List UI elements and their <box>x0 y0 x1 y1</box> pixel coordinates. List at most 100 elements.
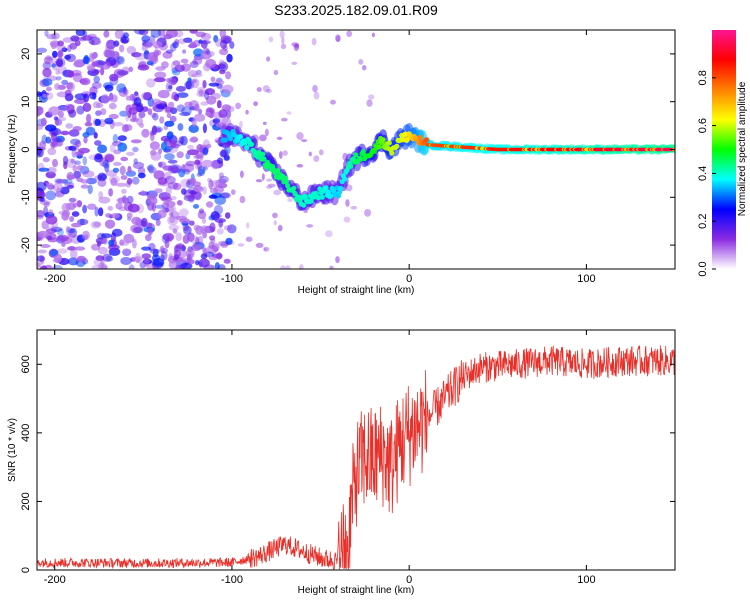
noise-speckle <box>299 264 304 269</box>
noise-speckle <box>74 140 82 148</box>
y-tick-label: 600 <box>20 355 32 373</box>
noise-speckle <box>76 150 85 156</box>
noise-speckle <box>68 197 77 203</box>
noise-speckle <box>153 171 159 177</box>
noise-speckle <box>268 36 274 43</box>
noise-speckle <box>105 213 112 218</box>
noise-speckle <box>276 136 283 140</box>
noise-speckle <box>226 53 233 63</box>
noise-speckle <box>201 217 207 224</box>
noise-speckle <box>91 61 100 67</box>
noise-speckle <box>106 39 116 50</box>
noise-speckle <box>178 250 188 258</box>
noise-speckle <box>45 92 54 100</box>
noise-speckle <box>40 244 51 248</box>
noise-speckle <box>69 216 75 222</box>
noise-speckle <box>195 31 207 38</box>
noise-speckle <box>37 255 45 262</box>
noise-speckle <box>110 50 120 59</box>
noise-speckle <box>265 185 272 189</box>
noise-speckle <box>263 247 267 252</box>
noise-speckle <box>159 245 165 254</box>
ridge-core <box>338 185 344 191</box>
noise-speckle <box>93 221 102 227</box>
x-tick-label: -100 <box>221 273 243 285</box>
noise-speckle <box>208 255 219 261</box>
ridge-core <box>301 202 307 208</box>
noise-speckle <box>110 177 118 186</box>
noise-speckle <box>286 111 292 115</box>
noise-speckle <box>48 106 61 116</box>
noise-speckle <box>177 257 187 264</box>
noise-speckle <box>205 58 217 69</box>
y-tick-label: 400 <box>20 424 32 442</box>
noise-speckle <box>109 175 120 184</box>
noise-speckle <box>70 35 80 42</box>
noise-speckle <box>67 257 79 266</box>
noise-speckle <box>224 225 232 231</box>
noise-speckle <box>218 192 230 199</box>
noise-speckle <box>154 204 166 209</box>
noise-speckle <box>178 38 186 45</box>
noise-speckle <box>54 83 61 91</box>
noise-speckle <box>167 164 179 174</box>
noise-speckle <box>56 187 61 197</box>
noise-speckle <box>217 157 223 164</box>
noise-speckle <box>216 100 222 109</box>
noise-speckle <box>42 157 50 163</box>
noise-speckle <box>216 228 224 235</box>
noise-speckle <box>74 160 81 166</box>
ridge-core <box>249 141 255 147</box>
noise-speckle <box>130 139 142 144</box>
noise-speckle <box>126 195 134 204</box>
noise-speckle <box>172 182 182 191</box>
noise-speckle <box>195 260 200 266</box>
noise-speckle <box>181 106 192 116</box>
ridge-core <box>223 137 229 143</box>
noise-speckle <box>167 182 179 190</box>
noise-speckle <box>141 44 148 52</box>
noise-speckle <box>179 208 189 217</box>
noise-speckle <box>368 94 375 100</box>
noise-speckle <box>66 184 74 189</box>
noise-speckle <box>46 86 52 92</box>
noise-speckle <box>152 41 163 49</box>
noise-speckle <box>220 39 227 50</box>
noise-speckle <box>187 70 198 78</box>
noise-speckle <box>97 178 107 187</box>
noise-speckle <box>74 246 86 251</box>
noise-speckle <box>264 128 269 137</box>
noise-speckle <box>219 150 227 158</box>
noise-speckle <box>154 71 167 79</box>
noise-speckle <box>119 110 128 117</box>
noise-speckle <box>172 228 178 234</box>
noise-speckle <box>138 30 149 36</box>
noise-speckle <box>120 175 128 180</box>
noise-speckle <box>176 200 183 206</box>
noise-speckle <box>117 196 130 204</box>
noise-speckle <box>163 200 170 206</box>
noise-speckle <box>50 140 56 150</box>
noise-speckle <box>72 72 83 83</box>
noise-speckle <box>126 46 137 54</box>
noise-speckle <box>104 43 116 50</box>
noise-speckle <box>187 77 192 84</box>
noise-speckle <box>175 243 185 250</box>
noise-speckle <box>121 188 127 194</box>
noise-speckle <box>45 54 52 63</box>
noise-speckle <box>190 177 195 185</box>
noise-speckle <box>168 253 173 261</box>
noise-speckle <box>108 93 118 103</box>
noise-speckle <box>191 73 203 78</box>
noise-speckle <box>73 61 85 68</box>
noise-speckle <box>205 111 211 117</box>
noise-speckle <box>245 109 249 115</box>
noise-speckle <box>217 264 226 269</box>
noise-speckle <box>140 217 148 228</box>
noise-speckle <box>117 135 127 142</box>
noise-speckle <box>281 37 285 45</box>
noise-speckle <box>52 158 58 168</box>
noise-speckle <box>116 83 127 93</box>
ridge-core <box>342 176 348 182</box>
